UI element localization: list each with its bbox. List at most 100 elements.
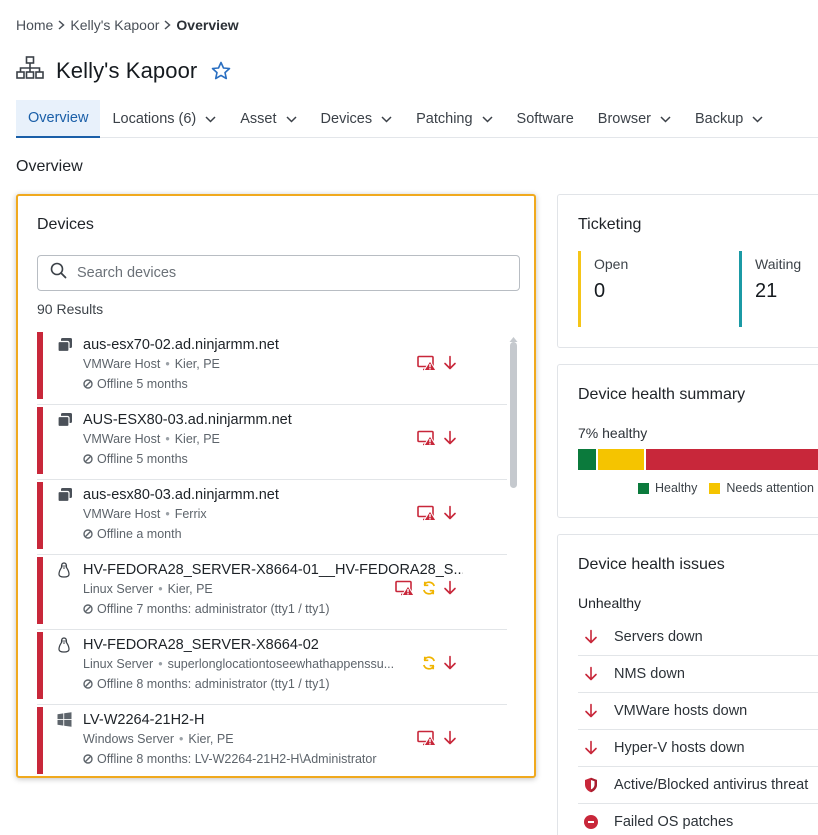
ticket-waiting-label: Waiting [755, 256, 802, 272]
health-bar-segment-healthy[interactable] [578, 449, 596, 470]
health-issue-item[interactable]: Hyper-V hosts down [578, 730, 818, 767]
arrow-down-icon [578, 740, 604, 756]
arrow-down-icon[interactable] [443, 505, 457, 521]
alert-monitor-icon[interactable] [417, 505, 437, 521]
tab-label: Devices [320, 111, 373, 127]
vm-host-icon [57, 337, 73, 353]
tab-backup[interactable]: Backup [683, 100, 775, 138]
device-list: aus-esx70-02.ad.ninjarmm.net VMWare Host •… [37, 330, 507, 776]
health-bar-segment-unhealthy[interactable] [645, 449, 818, 470]
shield-icon [578, 777, 604, 793]
device-name[interactable]: AUS-ESX80-03.ad.ninjarmm.net [83, 412, 292, 428]
health-issue-item[interactable]: Servers down [578, 619, 818, 656]
alert-monitor-icon[interactable] [417, 430, 437, 446]
device-name[interactable]: HV-FEDORA28_SERVER-X8664-01__HV-FEDORA28… [83, 562, 463, 578]
device-location: Kier, PE [174, 357, 220, 371]
device-name[interactable]: aus-esx80-03.ad.ninjarmm.net [83, 487, 279, 503]
vm-host-icon [57, 487, 73, 503]
health-summary-card: Device health summary 7% healthy Healthy… [557, 364, 818, 518]
device-status: Offline 5 months [83, 377, 188, 391]
devices-card-title: Devices [37, 216, 94, 233]
arrow-down-icon [578, 666, 604, 682]
device-row[interactable]: aus-esx80-03.ad.ninjarmm.net VMWare Host •… [37, 480, 507, 555]
tab-label: Backup [694, 111, 744, 127]
legend-attention: Needs attention [709, 481, 814, 495]
scroll-up-arrow-icon[interactable] [509, 330, 518, 348]
device-row[interactable]: HV-FEDORA28_SERVER-X8664-01__HV-FEDORA28… [37, 555, 507, 630]
offline-icon [83, 529, 93, 539]
sync-icon[interactable] [421, 580, 437, 596]
linux-icon [57, 562, 71, 578]
device-status-text: Offline 7 months: administrator (tty1 / … [97, 602, 330, 616]
device-row[interactable]: aus-esx70-02.ad.ninjarmm.net VMWare Host •… [37, 330, 507, 405]
device-row[interactable]: LV-W2264-21H2-H Windows Server • Kier, PE Of… [37, 705, 507, 776]
offline-icon [83, 604, 93, 614]
section-title: Overview [16, 158, 83, 175]
alert-monitor-icon[interactable] [395, 580, 415, 596]
health-bar-segment-needs-attention[interactable] [597, 449, 644, 470]
tab-asset[interactable]: Asset [228, 100, 308, 138]
device-type: VMWare Host [83, 357, 161, 371]
health-issues-card: Device health issues Unhealthy Servers d… [557, 534, 818, 835]
scrollbar-thumb[interactable] [510, 342, 517, 488]
device-name[interactable]: HV-FEDORA28_SERVER-X8664-02 [83, 637, 319, 653]
device-location: Kier, PE [174, 432, 220, 446]
device-list-scrollbar[interactable] [509, 330, 518, 730]
tab-label: Asset [240, 111, 277, 127]
sync-icon[interactable] [421, 655, 437, 671]
arrow-down-icon[interactable] [443, 580, 457, 596]
device-status: Offline 8 months: administrator (tty1 / … [83, 677, 330, 691]
arrow-down-icon [578, 703, 604, 719]
health-issue-label: Active/Blocked antivirus threat [614, 777, 809, 793]
offline-icon [83, 379, 93, 389]
device-type: Linux Server [83, 657, 154, 671]
health-issue-label: Hyper-V hosts down [614, 740, 745, 756]
tab-label: Browser [597, 111, 651, 127]
breadcrumb-org[interactable]: Kelly's Kapoor [70, 17, 160, 33]
alert-monitor-icon[interactable] [417, 355, 437, 371]
device-row[interactable]: HV-FEDORA28_SERVER-X8664-02 Linux Server •… [37, 630, 507, 705]
search-input[interactable] [77, 265, 497, 281]
device-indicators [417, 355, 457, 371]
organization-icon [16, 56, 44, 85]
favorite-star-icon[interactable] [211, 61, 231, 80]
tab-browser[interactable]: Browser [586, 100, 683, 138]
search-box [37, 255, 520, 291]
chevron-right-icon [163, 20, 172, 30]
separator-dot: • [165, 357, 170, 371]
device-name[interactable]: LV-W2264-21H2-H [83, 712, 205, 728]
tab-locations-6[interactable]: Locations (6) [100, 100, 228, 138]
device-meta: VMWare Host • Ferrix [83, 507, 207, 521]
health-issue-item[interactable]: NMS down [578, 656, 818, 693]
tab-bar: Overview Locations (6) Asset Devices Patchin… [16, 100, 818, 138]
breadcrumb-current: Overview [176, 17, 239, 33]
device-status-bar [37, 557, 43, 624]
tab-software[interactable]: Software [505, 100, 586, 138]
tab-overview[interactable]: Overview [16, 100, 101, 138]
tab-devices[interactable]: Devices [309, 100, 405, 138]
separator-dot: • [165, 432, 170, 446]
arrow-down-icon[interactable] [443, 730, 457, 746]
ticket-open-stat[interactable]: Open 0 [578, 251, 628, 327]
device-location: superlonglocationtoseewhathappenssu... [167, 657, 395, 671]
arrow-down-icon[interactable] [443, 430, 457, 446]
device-name[interactable]: aus-esx70-02.ad.ninjarmm.net [83, 337, 279, 353]
arrow-down-icon[interactable] [443, 655, 457, 671]
ticket-waiting-value: 21 [755, 280, 778, 302]
arrow-down-icon[interactable] [443, 355, 457, 371]
alert-monitor-icon[interactable] [417, 730, 437, 746]
device-row[interactable]: AUS-ESX80-03.ad.ninjarmm.net VMWare Host •… [37, 405, 507, 480]
legend-healthy-label: Healthy [655, 481, 698, 495]
device-meta: Linux Server • superlonglocationtoseewhath… [83, 657, 394, 671]
ticket-waiting-stat[interactable]: Waiting 21 [739, 251, 801, 327]
health-issue-item[interactable]: Active/Blocked antivirus threat [578, 767, 818, 804]
tab-patching[interactable]: Patching [404, 100, 504, 138]
breadcrumb-home[interactable]: Home [16, 17, 54, 33]
health-legend: Healthy Needs attention [638, 481, 818, 495]
device-indicators [395, 580, 457, 596]
health-issue-item[interactable]: Failed OS patches [578, 804, 818, 835]
arrow-down-icon [578, 629, 604, 645]
health-issue-item[interactable]: VMWare hosts down [578, 693, 818, 730]
device-status: Offline 5 months [83, 452, 188, 466]
device-location: Kier, PE [167, 582, 213, 596]
